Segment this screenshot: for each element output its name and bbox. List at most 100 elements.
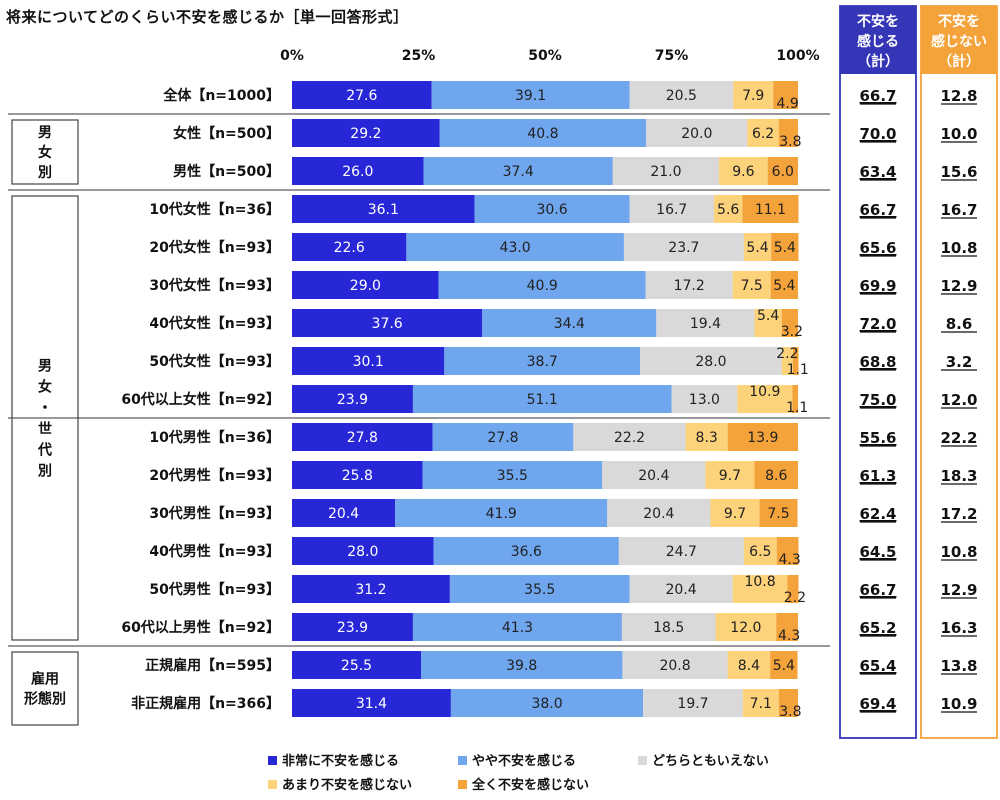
summary-header-not-feel: 感じない <box>931 33 987 50</box>
bar-segment <box>292 385 413 413</box>
data-label: 36.1 <box>368 202 399 218</box>
data-label: 7.9 <box>742 88 764 104</box>
summary-value-feel: 66.7 <box>859 581 896 599</box>
summary-value-not-feel: 12.8 <box>940 87 977 105</box>
bar-segment <box>292 271 439 299</box>
x-tick-label: 100% <box>776 48 819 64</box>
data-label: 10.9 <box>749 384 780 400</box>
data-label: 27.8 <box>347 430 378 446</box>
bar-segment <box>743 233 772 261</box>
legend-label: あまり不安を感じない <box>282 778 413 793</box>
data-label: 30.6 <box>536 202 567 218</box>
data-label: 3.8 <box>779 134 801 150</box>
bar-segment <box>292 575 450 603</box>
bar-segment <box>754 309 782 337</box>
bar-segment <box>439 119 647 147</box>
data-label: 5.4 <box>746 240 768 256</box>
legend-label: どちらともいえない <box>652 754 769 769</box>
bar-segment <box>732 271 771 299</box>
chart-title: 将来についてどのくらい不安を感じるか［単一回答形式］ <box>6 8 409 26</box>
data-label: 40.9 <box>527 278 558 294</box>
bar-segment <box>292 347 445 375</box>
row-label: 非正規雇用【n=366】 <box>131 695 280 712</box>
bar-segment <box>444 347 641 375</box>
bar-segment <box>292 499 396 527</box>
row-label: 40代女性【n=93】 <box>149 315 280 332</box>
bar-segment <box>645 271 733 299</box>
row-label: 正規雇用【n=595】 <box>145 657 280 674</box>
data-label: 28.0 <box>347 544 378 560</box>
data-label: 7.5 <box>767 506 789 522</box>
bar-segment <box>685 423 728 451</box>
summary-value-feel: 69.4 <box>859 695 896 713</box>
summary-value-feel: 75.0 <box>859 391 896 409</box>
bar-segment <box>602 461 706 489</box>
summary-value-not-feel: 12.0 <box>940 391 977 409</box>
bar-segment <box>776 537 799 565</box>
legend-swatch <box>458 780 467 789</box>
data-label: 28.0 <box>695 354 726 370</box>
row-label: 全体【n=1000】 <box>162 87 280 104</box>
legend-item: あまり不安を感じない <box>268 774 412 793</box>
bar-segment <box>643 689 743 717</box>
data-label: 16.7 <box>656 202 687 218</box>
bar-segment <box>719 157 768 185</box>
group-label-employment: 形態別 <box>24 691 66 708</box>
bar-segment <box>618 537 744 565</box>
bar-segment <box>629 195 715 223</box>
data-label: 38.7 <box>527 354 558 370</box>
bar-segment <box>292 613 413 641</box>
group-label-gender-age: 代 <box>37 442 52 459</box>
data-label: 30.1 <box>353 354 384 370</box>
data-label: 10.8 <box>744 574 775 590</box>
bar-segment <box>629 575 733 603</box>
summary-value-not-feel: 10.8 <box>940 239 977 257</box>
data-label: 19.7 <box>677 696 708 712</box>
summary-header-feel: （計） <box>857 53 899 70</box>
bar-segment <box>395 499 608 527</box>
summary-value-feel: 66.7 <box>859 87 896 105</box>
x-tick-label: 0% <box>280 48 304 64</box>
bar-segment <box>770 651 798 679</box>
bar-segment <box>629 81 734 109</box>
bar-segment <box>422 461 603 489</box>
data-label: 35.5 <box>524 582 555 598</box>
data-label: 9.7 <box>724 506 746 522</box>
data-label: 20.0 <box>681 126 712 142</box>
summary-value-not-feel: 10.9 <box>940 695 977 713</box>
summary-value-not-feel: 18.3 <box>940 467 977 485</box>
bar-segment <box>727 651 771 679</box>
data-label: 27.6 <box>346 88 377 104</box>
data-label: 38.0 <box>531 696 562 712</box>
legend-item: やや不安を感じる <box>458 750 576 769</box>
row-label: 30代男性【n=93】 <box>149 505 280 522</box>
summary-value-not-feel: 16.7 <box>940 201 977 219</box>
data-label: 3.2 <box>781 324 803 340</box>
summary-value-feel: 65.4 <box>859 657 896 675</box>
bar-segment <box>482 309 657 337</box>
bar-segment <box>438 271 646 299</box>
bar-segment <box>432 423 574 451</box>
row-label: 10代男性【n=36】 <box>149 429 280 446</box>
summary-value-feel: 62.4 <box>859 505 896 523</box>
summary-header-feel: 不安を <box>857 13 899 30</box>
legend-item: 全く不安を感じない <box>458 774 589 793</box>
bar-segment <box>792 347 799 375</box>
data-label: 39.1 <box>515 88 546 104</box>
data-label: 22.6 <box>334 240 365 256</box>
data-label: 3.8 <box>779 704 801 720</box>
group-label-gender: 男 <box>38 125 52 141</box>
row-label: 10代女性【n=36】 <box>149 201 280 218</box>
bar-segment <box>770 271 798 299</box>
data-label: 8.6 <box>765 468 787 484</box>
data-label: 40.8 <box>527 126 558 142</box>
bar-segment <box>742 689 779 717</box>
bar-segment <box>781 347 793 375</box>
data-label: 20.8 <box>659 658 690 674</box>
x-tick-label: 50% <box>528 48 562 64</box>
group-box-employment <box>11 651 79 726</box>
data-label: 2.2 <box>784 590 806 606</box>
data-label: 4.3 <box>778 628 800 644</box>
bar-segment <box>705 461 755 489</box>
